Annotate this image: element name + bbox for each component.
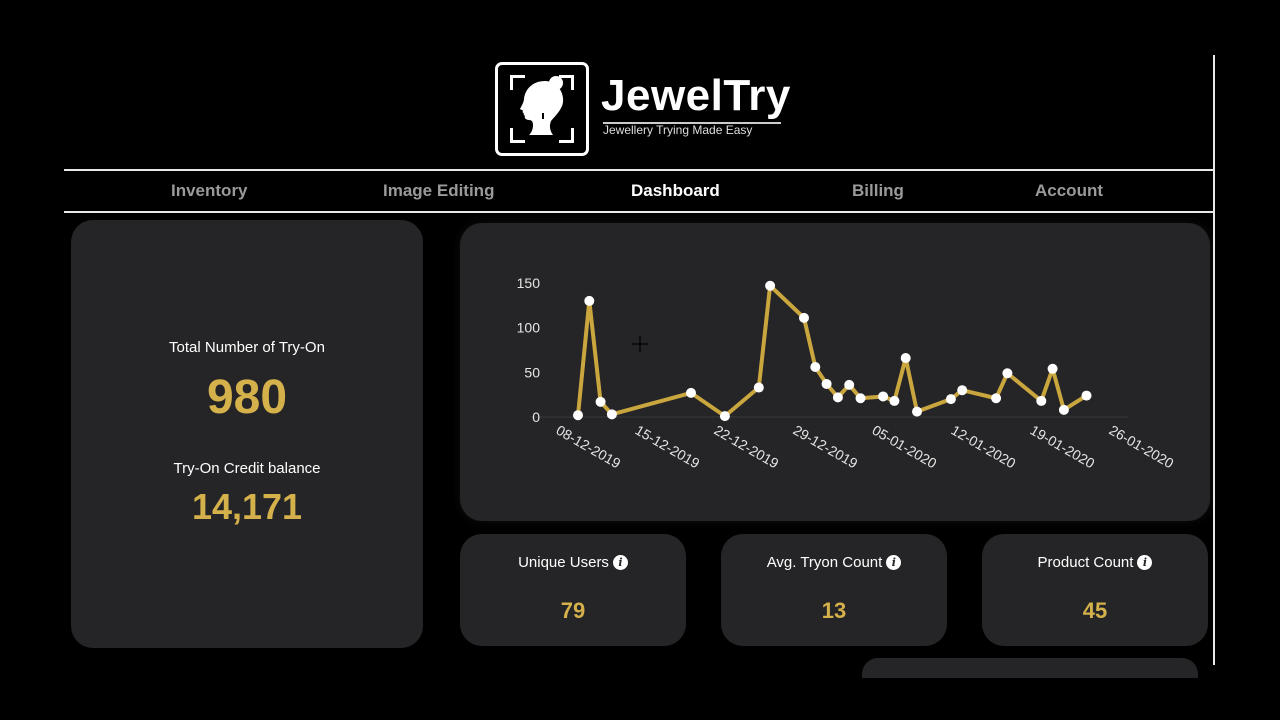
info-icon[interactable]: i: [886, 555, 902, 570]
data-point[interactable]: 22-01-2020: 24: [1081, 390, 1092, 401]
x-tick-label: 22-12-2019: [712, 422, 782, 472]
cursor-crosshair-icon: [632, 336, 648, 352]
data-point[interactable]: 28-12-2019: 111: [799, 312, 809, 323]
data-point[interactable]: 08-12-2019: 2: [573, 410, 583, 421]
data-point[interactable]: 09-12-2019: 130: [584, 295, 595, 306]
kpi-unique-users: Unique Users i 79: [460, 534, 686, 646]
kpi-label: Product Count i: [982, 554, 1208, 571]
frame-corner-icon: [559, 128, 574, 143]
y-tick-label: 100: [517, 320, 541, 336]
x-tick-label: 19-01-2020: [1028, 422, 1098, 472]
credit-balance-label: Try-On Credit balance: [173, 460, 321, 477]
data-point[interactable]: 29-12-2019: 56: [810, 361, 821, 372]
nav-image-editing[interactable]: Image Editing: [383, 181, 495, 200]
data-point[interactable]: 01-01-2020: 36: [844, 379, 855, 390]
nav-dashboard[interactable]: Dashboard: [631, 181, 720, 200]
data-point[interactable]: 20-01-2020: 8: [1058, 404, 1069, 415]
series-line: [576, 283, 1088, 419]
data-point[interactable]: 21-12-2019: 1: [719, 411, 730, 422]
data-point[interactable]: 11-12-2019: 3: [606, 409, 617, 420]
total-tryon-value: 980: [206, 371, 288, 424]
data-point[interactable]: 24-12-2019: 33: [753, 382, 764, 393]
credit-balance-value: 14,171: [191, 486, 303, 527]
x-tick-label: 12-01-2020: [949, 422, 1019, 472]
total-tryon-label: Total Number of Try-On: [169, 339, 325, 356]
nav-inventory[interactable]: Inventory: [171, 181, 248, 200]
data-point[interactable]: 05-01-2020: 18: [889, 395, 900, 406]
next-card-partial: [862, 658, 1198, 678]
frame-corner-icon: [510, 75, 525, 90]
data-point[interactable]: 31-12-2019: 22: [832, 392, 843, 403]
tryon-summary-card: Total Number of Try-On 980 Try-On Credit…: [71, 220, 423, 648]
kpi-label: Avg. Tryon Count i: [721, 554, 947, 571]
x-tick-label: 08-12-2019: [554, 422, 624, 472]
kpi-label: Unique Users i: [460, 554, 686, 571]
data-point[interactable]: 11-01-2020: 30: [957, 385, 968, 396]
kpi-label-text: Avg. Tryon Count: [766, 554, 883, 571]
kpi-value: 45: [1082, 598, 1108, 623]
data-point[interactable]: 18-12-2019: 27: [686, 387, 696, 398]
nav-billing[interactable]: Billing: [852, 181, 904, 200]
logo-emblem: [495, 62, 589, 156]
data-point[interactable]: 07-01-2020: 6: [912, 406, 922, 417]
brand-tagline: Jewellery Trying Made Easy: [603, 123, 753, 137]
main-nav: Inventory Image Editing Dashboard Billin…: [64, 169, 1214, 213]
data-point[interactable]: 06-01-2020: 66: [900, 353, 911, 364]
nav-account[interactable]: Account: [1035, 181, 1103, 200]
y-tick-label: 50: [524, 364, 540, 380]
y-tick-label: 150: [517, 275, 541, 291]
frame-corner-icon: [510, 128, 525, 143]
y-tick-label: 0: [532, 409, 540, 425]
data-point[interactable]: 10-01-2020: 20: [945, 394, 956, 405]
info-icon[interactable]: i: [1137, 555, 1153, 570]
data-point[interactable]: 02-01-2020: 21: [855, 393, 866, 404]
data-point[interactable]: 10-12-2019: 17: [595, 396, 606, 407]
data-point[interactable]: 14-01-2020: 21: [991, 393, 1002, 404]
data-point[interactable]: 25-12-2019: 147: [765, 280, 776, 291]
kpi-value: 79: [560, 598, 586, 623]
x-tick-label: 15-12-2019: [633, 422, 703, 472]
x-tick-label: 26-01-2020: [1107, 422, 1177, 472]
kpi-value: 13: [821, 598, 847, 623]
logo-divider: [603, 122, 781, 124]
data-point[interactable]: 19-01-2020: 54: [1047, 363, 1058, 374]
kpi-avg-tryon-count: Avg. Tryon Count i 13: [721, 534, 947, 646]
window-edge: [1213, 55, 1215, 665]
brand-logo[interactable]: JewelTry Jewellery Trying Made Easy: [495, 62, 795, 162]
data-point[interactable]: 15-01-2020: 49: [1002, 368, 1013, 379]
frame-corner-icon: [559, 75, 574, 90]
data-point[interactable]: 30-12-2019: 37: [821, 378, 832, 389]
x-tick-label: 29-12-2019: [791, 422, 861, 472]
x-tick-label: 05-01-2020: [870, 422, 940, 472]
kpi-label-text: Unique Users: [518, 554, 609, 571]
kpi-label-text: Product Count: [1037, 554, 1134, 571]
woman-silhouette-icon: [520, 76, 564, 135]
data-point[interactable]: 04-01-2020: 23: [878, 391, 889, 402]
data-point[interactable]: 18-01-2020: 18: [1036, 395, 1047, 406]
brand-name: JewelTry: [601, 71, 791, 120]
tryon-trend-chart[interactable]: 0 50 100 150 08-12-2019 15-12-2019 22-12-2019 2…: [460, 223, 1210, 521]
info-icon[interactable]: i: [612, 555, 628, 570]
kpi-product-count: Product Count i 45: [982, 534, 1208, 646]
